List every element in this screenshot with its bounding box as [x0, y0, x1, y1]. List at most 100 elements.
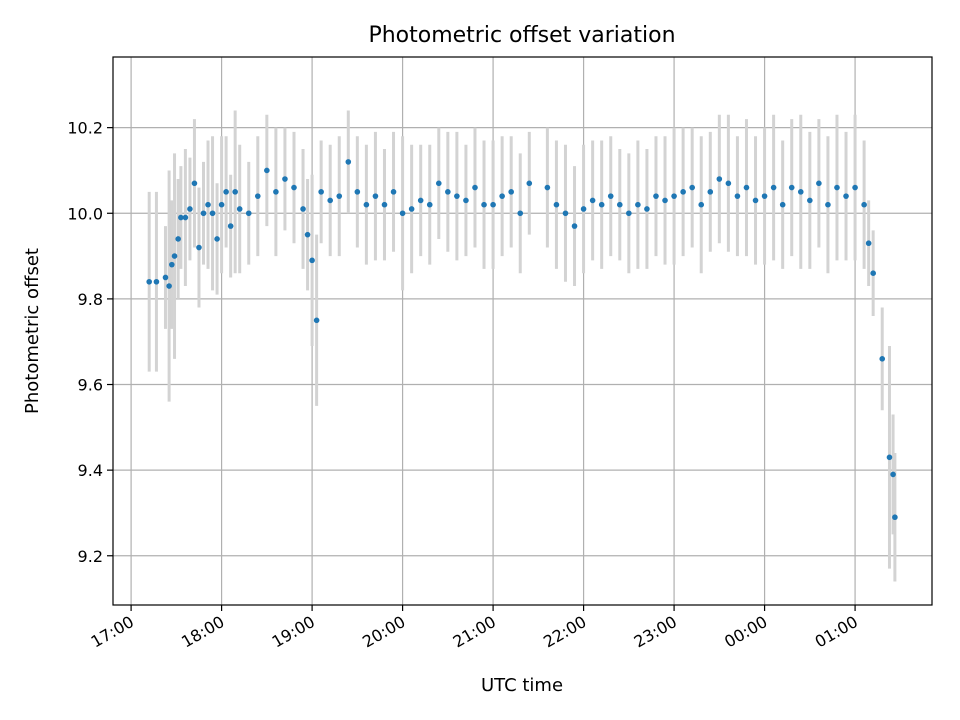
- data-point: [390, 189, 397, 195]
- data-point: [607, 193, 614, 199]
- data-point: [291, 184, 297, 191]
- data-point: [734, 193, 741, 199]
- data-point: [175, 236, 181, 242]
- data-point: [879, 356, 886, 362]
- data-point: [526, 180, 533, 187]
- data-point: [205, 201, 211, 208]
- plot-frame: [112, 56, 933, 606]
- y-tick: 9.4: [78, 461, 113, 480]
- data-point: [892, 514, 898, 521]
- data-point: [865, 240, 872, 247]
- data-point: [300, 206, 306, 212]
- x-tick-label: 19:00: [269, 612, 318, 652]
- x-tick-label: 17:00: [88, 612, 137, 652]
- data-point: [218, 201, 225, 208]
- data-point: [671, 193, 677, 199]
- data-point: [435, 180, 442, 187]
- x-tick: 23:00: [631, 605, 680, 652]
- data-point: [626, 210, 632, 217]
- data-points: [146, 159, 898, 521]
- data-point: [408, 206, 415, 212]
- data-point: [662, 197, 668, 204]
- data-point: [807, 197, 813, 204]
- data-point: [797, 189, 804, 195]
- data-point: [232, 189, 238, 195]
- x-tick-label: 01:00: [812, 612, 861, 652]
- data-point: [788, 184, 795, 191]
- data-point: [825, 201, 831, 208]
- data-point: [481, 201, 487, 208]
- data-point: [571, 223, 578, 229]
- data-point: [426, 201, 433, 208]
- data-point: [178, 214, 184, 221]
- x-tick-label: 21:00: [450, 612, 499, 652]
- data-point: [589, 197, 596, 204]
- data-point: [363, 201, 370, 208]
- data-point: [653, 193, 659, 199]
- data-point: [562, 210, 569, 217]
- y-tick: 9.6: [78, 376, 113, 395]
- data-point: [153, 278, 160, 285]
- data-point: [616, 201, 623, 208]
- data-point: [716, 176, 723, 182]
- data-point: [282, 176, 288, 182]
- data-point: [861, 201, 867, 208]
- data-point: [463, 197, 469, 204]
- data-point: [445, 189, 451, 195]
- data-point: [327, 197, 333, 204]
- data-point: [227, 223, 234, 229]
- data-point: [345, 159, 352, 165]
- data-point: [770, 184, 777, 191]
- x-tick: 21:00: [450, 605, 499, 652]
- data-point: [236, 206, 243, 212]
- data-point: [553, 201, 560, 208]
- data-point: [761, 193, 768, 199]
- data-point: [752, 197, 759, 204]
- data-point: [309, 257, 315, 264]
- data-point: [707, 189, 714, 195]
- x-tick: 18:00: [178, 605, 228, 652]
- data-point: [187, 206, 193, 212]
- data-point: [214, 236, 220, 242]
- x-tick-label: 20:00: [359, 612, 408, 652]
- data-point: [223, 189, 229, 195]
- y-tick: 9.8: [78, 290, 113, 309]
- data-point: [254, 193, 261, 199]
- y-tick-label: 10.0: [67, 204, 103, 223]
- data-point: [354, 189, 361, 195]
- data-point: [417, 197, 424, 204]
- data-point: [580, 206, 587, 212]
- y-tick-label: 9.8: [78, 290, 103, 309]
- data-point: [336, 193, 343, 199]
- data-point: [264, 167, 270, 174]
- data-point: [146, 278, 152, 285]
- x-axis-ticks: 17:00 18:00 19:00 20:00 21:00 22:00 23:00 00:00…: [88, 605, 861, 652]
- y-axis-label: Photometric offset: [22, 248, 43, 414]
- data-point: [644, 206, 650, 212]
- y-tick-label: 10.2: [67, 119, 103, 138]
- data-point: [245, 210, 252, 217]
- data-point: [372, 193, 379, 199]
- y-tick: 9.2: [78, 547, 113, 566]
- data-point: [698, 201, 705, 208]
- data-point: [779, 201, 786, 208]
- x-tick-label: 18:00: [178, 612, 227, 652]
- data-point: [508, 189, 514, 195]
- x-tick: 22:00: [540, 605, 590, 652]
- data-point: [196, 244, 202, 251]
- error-bars: [147, 110, 897, 582]
- data-point: [852, 184, 858, 191]
- data-point: [816, 180, 822, 187]
- data-point: [743, 184, 750, 191]
- x-axis-label: UTC time: [481, 675, 563, 696]
- x-tick: 00:00: [721, 605, 771, 652]
- data-point: [689, 184, 695, 191]
- data-point: [200, 210, 207, 217]
- data-point: [472, 184, 478, 191]
- data-point: [680, 189, 686, 195]
- data-point: [517, 210, 524, 217]
- x-tick-label: 22:00: [540, 612, 589, 652]
- data-point: [209, 210, 216, 217]
- y-tick-label: 9.4: [78, 461, 103, 480]
- data-point: [171, 253, 178, 259]
